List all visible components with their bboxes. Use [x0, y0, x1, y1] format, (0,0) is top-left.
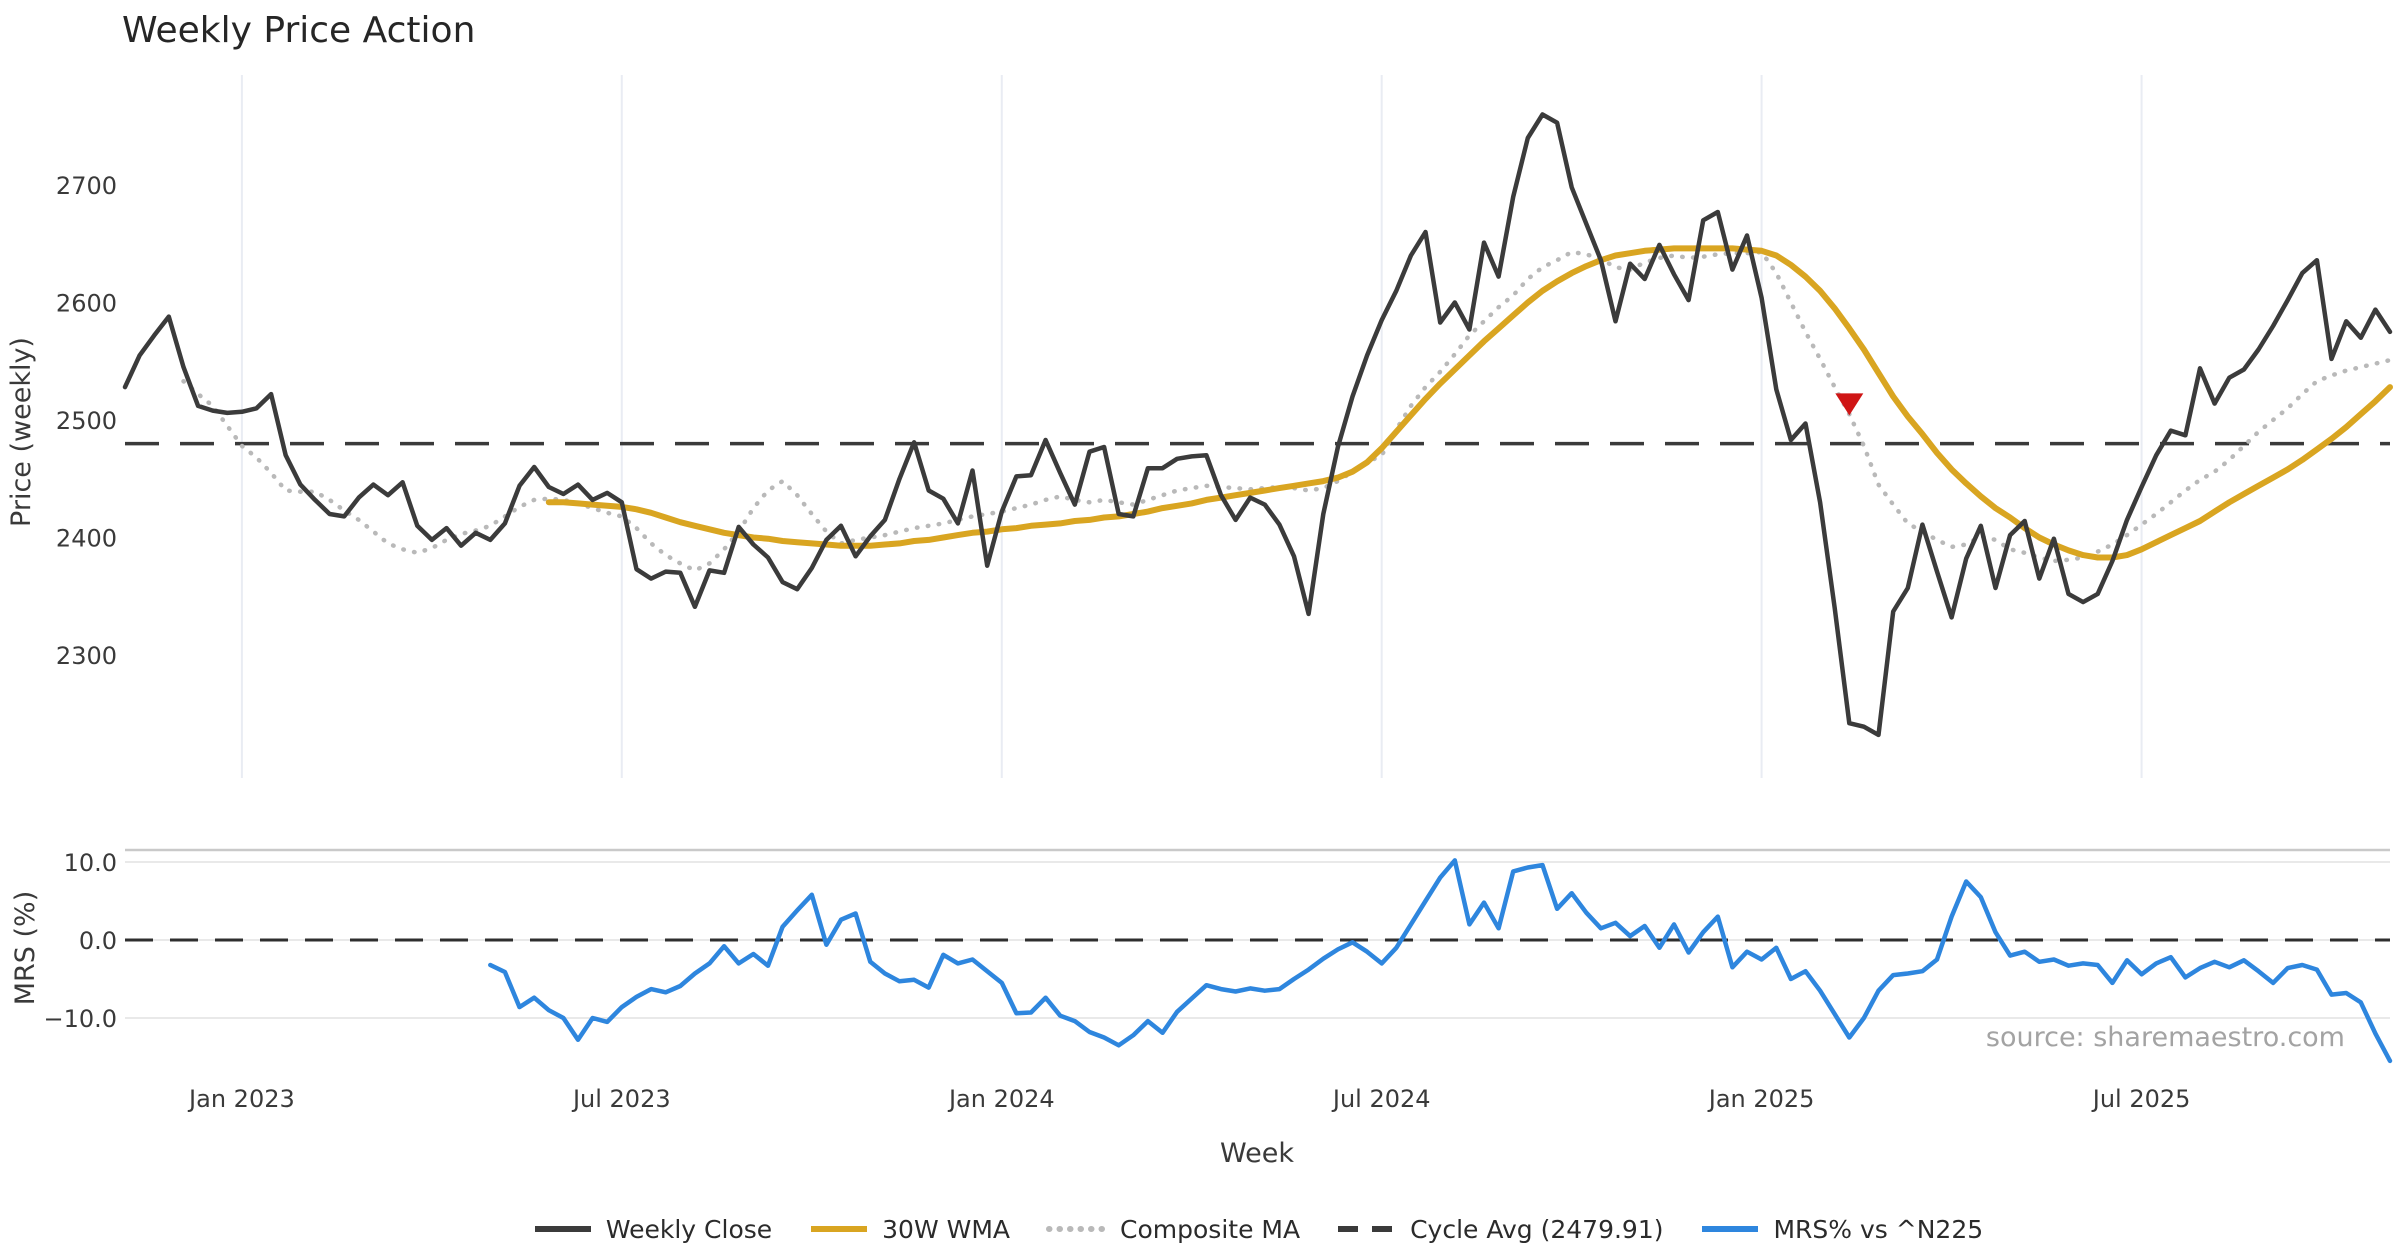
- legend-item-cycle-avg: Cycle Avg (2479.91): [1336, 1215, 1663, 1244]
- svg-text:Jul 2024: Jul 2024: [1331, 1085, 1431, 1113]
- mrs-panel-group: [125, 848, 2393, 1064]
- svg-text:2300: 2300: [56, 642, 117, 670]
- legend-label-cycle-avg: Cycle Avg (2479.91): [1410, 1214, 1664, 1244]
- x-axis-label: Week: [1220, 1138, 1294, 1169]
- svg-text:Jan 2024: Jan 2024: [947, 1085, 1055, 1113]
- svg-text:−10.0: −10.0: [43, 1005, 117, 1033]
- legend-label-30w-wma: 30W WMA: [882, 1214, 1011, 1244]
- legend-label-composite-ma: Composite MA: [1120, 1214, 1301, 1244]
- source-note: source: sharemaestro.com: [1986, 1022, 2345, 1053]
- svg-text:Jul 2023: Jul 2023: [571, 1085, 671, 1113]
- price-axis-label: Price (weekly): [6, 337, 37, 527]
- legend-item-weekly-close: Weekly Close: [532, 1215, 772, 1244]
- price-panel-group: [122, 112, 2393, 738]
- svg-text:2700: 2700: [56, 172, 117, 200]
- svg-text:2400: 2400: [56, 525, 117, 553]
- chart-legend: Weekly Close 30W WMA Composite MA Cycle …: [125, 1200, 2390, 1258]
- mrs-line-swatch: [1702, 1226, 1759, 1232]
- svg-text:0.0: 0.0: [79, 927, 117, 955]
- svg-text:Jul 2025: Jul 2025: [2091, 1085, 2191, 1113]
- composite-ma-dotted-swatch: [1046, 1226, 1109, 1232]
- weekly-close-line-swatch: [534, 1226, 591, 1232]
- legend-item-composite-ma: Composite MA: [1046, 1215, 1300, 1244]
- wma-line-swatch: [811, 1226, 868, 1232]
- legend-label-mrs: MRS% vs ^N225: [1773, 1214, 1984, 1244]
- mrs-axis-label: MRS (%): [10, 891, 41, 1006]
- cycle-avg-dashed-swatch: [1338, 1226, 1397, 1232]
- legend-item-mrs: MRS% vs ^N225: [1699, 1215, 1983, 1244]
- legend-item-30w-wma: 30W WMA: [808, 1215, 1010, 1244]
- legend-label-weekly-close: Weekly Close: [605, 1214, 773, 1244]
- chart-title: Weekly Price Action: [122, 10, 475, 51]
- svg-text:2500: 2500: [56, 407, 117, 435]
- gridlines-group: [240, 75, 2143, 778]
- tick-labels-group: Jan 2023 Jul 2023 Jan 2024 Jul 2024 Jan 2025…: [43, 172, 2190, 1113]
- svg-text:2600: 2600: [56, 290, 117, 318]
- svg-text:Jan 2023: Jan 2023: [187, 1085, 295, 1113]
- svg-text:10.0: 10.0: [64, 849, 117, 877]
- svg-text:Jan 2025: Jan 2025: [1707, 1085, 1815, 1113]
